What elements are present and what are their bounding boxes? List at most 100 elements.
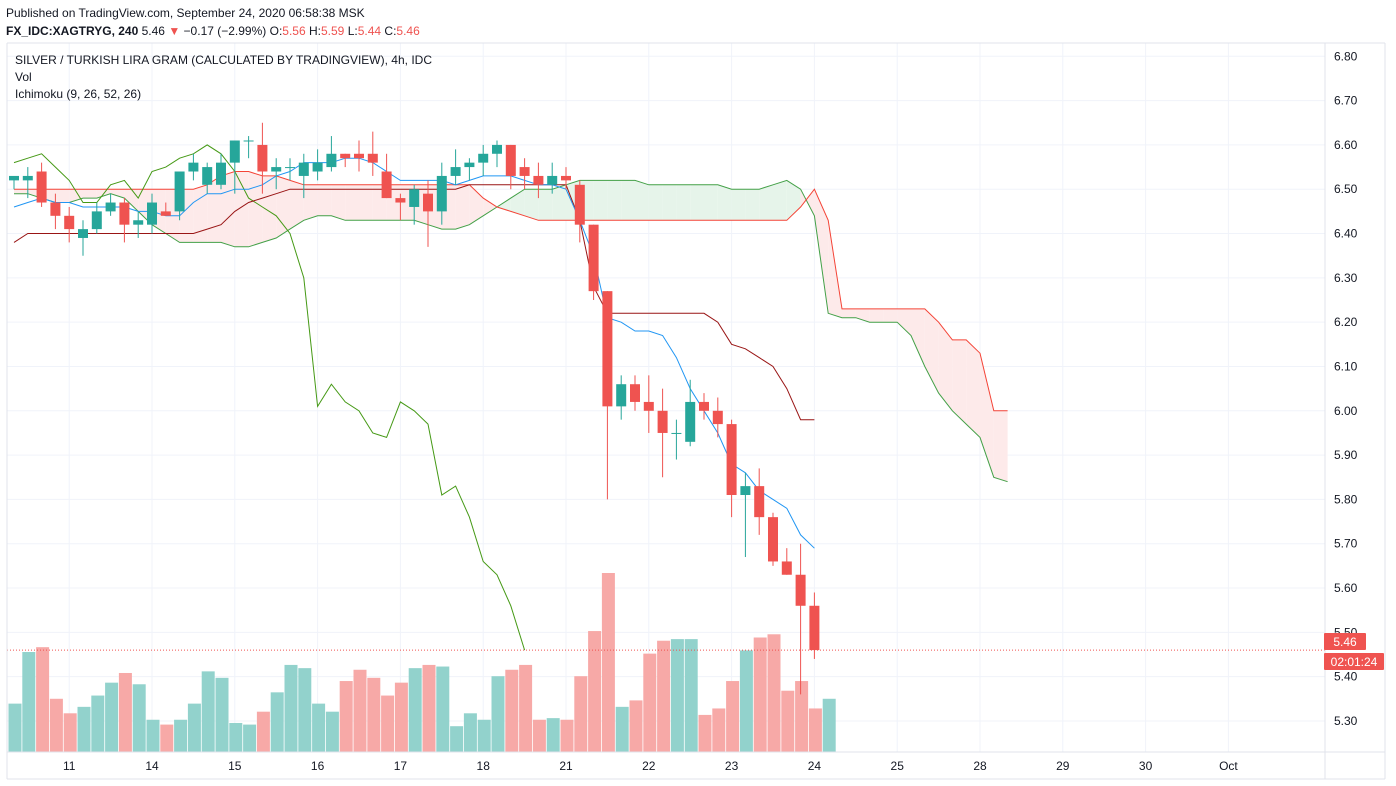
y-tick-label: 6.00 <box>1334 404 1358 418</box>
volume-bar <box>657 640 671 752</box>
y-tick-label: 6.20 <box>1334 315 1358 329</box>
candle-body <box>726 424 737 495</box>
candle-body <box>119 202 130 225</box>
axes: 6.80 6.70 6.60 6.50 6.40 6.30 6.20 6.10 6.00 5.90… <box>6 42 1386 780</box>
volume-bar <box>684 639 698 752</box>
candle-body <box>643 401 654 411</box>
x-tick-label: Oct <box>1219 759 1238 773</box>
candle-body <box>630 384 640 402</box>
countdown-badge: 02:01:24 <box>1324 653 1384 670</box>
cloud-segment <box>359 184 373 221</box>
candle-body <box>174 171 185 212</box>
y-tick-label: 5.70 <box>1334 537 1358 551</box>
cloud-segment <box>207 175 221 243</box>
x-tick-label: 14 <box>145 759 159 773</box>
candle-body <box>326 153 337 168</box>
volume-bar <box>629 700 643 752</box>
volume-bar <box>160 724 174 752</box>
cloud-segment <box>704 184 718 221</box>
cloud-segment <box>234 171 249 247</box>
volume-bar <box>256 711 270 752</box>
volume-bar <box>77 706 91 752</box>
lagging-span-line <box>13 144 526 651</box>
y-tick-label: 6.70 <box>1334 94 1358 108</box>
x-tick-label: 17 <box>394 759 408 773</box>
cloud-segment <box>455 184 470 230</box>
cloud-segment <box>303 184 318 221</box>
cloud-segment <box>814 189 829 314</box>
ichimoku-cloud <box>14 171 1008 482</box>
cloud-segment <box>55 189 70 203</box>
y-tick-label: 5.40 <box>1334 670 1358 684</box>
candle-body <box>312 162 323 172</box>
candle-body <box>754 486 765 518</box>
ichimoku-lines <box>7 144 1325 651</box>
candle-body <box>9 175 19 181</box>
candle-body <box>160 211 171 216</box>
cloud-segment <box>290 180 304 230</box>
y-tick-label: 6.50 <box>1334 182 1358 196</box>
y-tick-label: 6.10 <box>1334 359 1358 373</box>
x-tick-label: 16 <box>311 759 325 773</box>
volume-bar <box>270 692 284 752</box>
cloud-segment <box>538 189 553 221</box>
volume-bar <box>105 682 119 752</box>
last-price-badge: 5.46 <box>1324 633 1366 650</box>
volume-bar <box>312 703 326 752</box>
candle-body <box>561 175 571 181</box>
price-change: −0.17 (−2.99%) <box>183 24 267 38</box>
candle-body <box>147 202 157 225</box>
volume-bar <box>519 664 533 752</box>
cloud-segment <box>966 339 980 438</box>
countdown-badge-text: 02:01:24 <box>1331 655 1378 669</box>
cloud-segment <box>483 198 497 216</box>
volume-bar <box>132 684 146 752</box>
cloud-segment <box>897 308 911 336</box>
high-value: 5.59 <box>321 24 345 38</box>
candle-body <box>36 171 47 203</box>
volume-bar <box>739 650 753 752</box>
candle-body <box>740 486 751 495</box>
volume-bar <box>670 639 684 752</box>
candle-body <box>795 574 806 606</box>
volume-bar <box>63 713 77 752</box>
volume-bar <box>505 669 519 752</box>
cloud-segment <box>593 180 608 221</box>
volume-bar <box>615 706 629 752</box>
cloud-segment <box>607 180 622 221</box>
cloud-segment <box>731 189 746 221</box>
candle-body <box>768 517 778 562</box>
x-tick-label: 15 <box>228 759 242 773</box>
cloud-segment <box>690 184 704 221</box>
volume-bar <box>463 713 477 752</box>
candle-body <box>588 224 599 292</box>
cloud-segment <box>648 184 663 221</box>
candle-body <box>105 202 116 212</box>
volume-bar <box>325 711 339 752</box>
volume-bar <box>574 676 588 752</box>
low-value: 5.44 <box>357 24 382 38</box>
candles <box>9 122 820 695</box>
open-label: O: <box>269 24 283 38</box>
volume-bar <box>560 719 574 752</box>
volume-bar <box>91 695 105 752</box>
close-value: 5.46 <box>396 24 420 38</box>
volume-bar <box>49 698 63 752</box>
cloud-segment <box>124 189 139 212</box>
candle-body <box>450 167 461 176</box>
volume-bar <box>491 676 505 752</box>
candle-body <box>257 144 268 172</box>
volume-bar <box>767 634 781 752</box>
cloud-segment <box>676 184 691 221</box>
chart-title: SILVER / TURKISH LIRA GRAM (CALCULATED B… <box>15 53 432 67</box>
cloud-segment <box>993 410 1008 482</box>
candle-body <box>78 229 88 238</box>
candle-body <box>367 153 378 163</box>
volume-bar <box>436 666 450 752</box>
volume-bar <box>118 672 132 752</box>
x-tick-label: 18 <box>477 759 491 773</box>
cloud-segment <box>869 308 884 323</box>
volume-bar <box>795 681 809 752</box>
y-tick-label: 5.90 <box>1334 448 1358 462</box>
